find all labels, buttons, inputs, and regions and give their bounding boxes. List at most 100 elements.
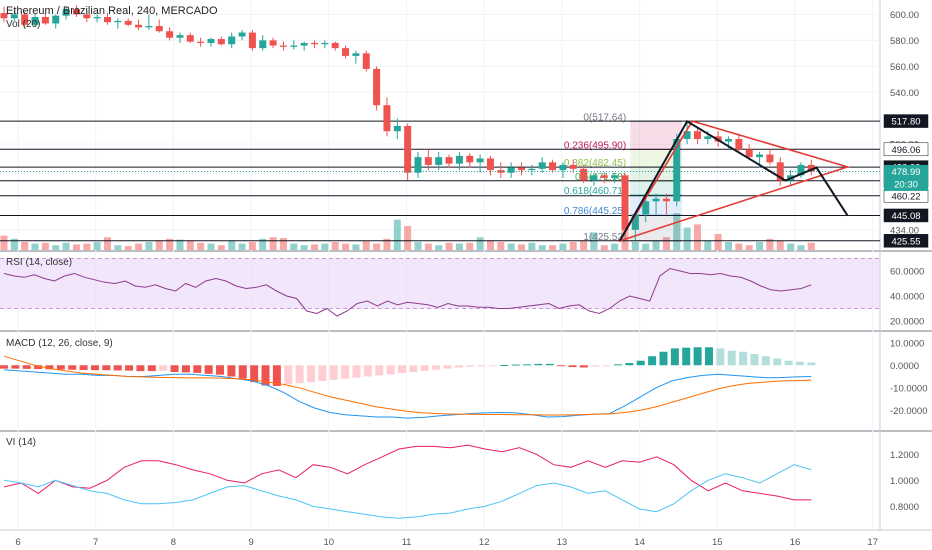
macd-tick-label: 0.0000 bbox=[890, 361, 919, 372]
macd-histogram-bar bbox=[761, 356, 770, 366]
macd-histogram-bar bbox=[739, 351, 748, 366]
candle-body bbox=[197, 41, 205, 43]
macd-histogram-bar bbox=[307, 365, 316, 383]
macd-histogram-bar bbox=[216, 365, 225, 375]
candle-body bbox=[673, 138, 681, 202]
macd-histogram-bar bbox=[727, 350, 736, 366]
volume-bar bbox=[518, 244, 525, 250]
macd-histogram-bar bbox=[261, 365, 270, 386]
macd-histogram-bar bbox=[147, 365, 156, 372]
vi-minus-line bbox=[3, 464, 812, 519]
candle-body bbox=[135, 24, 143, 28]
volume-bar bbox=[10, 238, 18, 250]
macd-histogram-bar bbox=[125, 365, 134, 371]
volume-bar bbox=[155, 240, 163, 250]
macd-histogram-bar bbox=[329, 365, 338, 380]
y-tick-label: 580.00 bbox=[890, 36, 919, 47]
candle-body bbox=[279, 45, 287, 47]
volume-bar bbox=[342, 243, 350, 250]
rsi-tick-label: 20.0000 bbox=[890, 317, 924, 328]
volume-bar bbox=[321, 243, 329, 250]
macd-histogram-bar bbox=[272, 365, 281, 386]
macd-histogram-bar bbox=[22, 365, 31, 369]
macd-histogram-bar bbox=[34, 365, 43, 370]
volume-bar bbox=[21, 242, 29, 250]
macd-histogram-bar bbox=[704, 347, 713, 366]
candle-body bbox=[404, 126, 412, 173]
volume-bar bbox=[197, 242, 205, 250]
volume-bar bbox=[486, 240, 494, 250]
candle-body bbox=[124, 20, 132, 25]
vi-plus-line bbox=[3, 444, 812, 501]
candle-body bbox=[362, 53, 370, 69]
candle-body bbox=[352, 53, 360, 56]
candle-body bbox=[621, 175, 629, 230]
volume-bar bbox=[31, 243, 39, 250]
candle-body bbox=[228, 36, 236, 45]
candle-body bbox=[766, 154, 774, 163]
level-badge bbox=[883, 142, 929, 157]
candle-body bbox=[725, 138, 732, 142]
candle-body bbox=[631, 214, 639, 230]
volume-bar bbox=[600, 245, 608, 250]
volume-bar bbox=[559, 243, 567, 250]
macd-histogram-bar bbox=[318, 365, 327, 381]
macd-histogram-bar bbox=[614, 364, 623, 366]
y-tick-label: 600.00 bbox=[890, 10, 919, 21]
vi-tick-label: 1.2000 bbox=[890, 450, 919, 461]
volume-bar bbox=[217, 245, 225, 250]
candle-body bbox=[0, 13, 8, 19]
volume-bar bbox=[538, 245, 546, 250]
macd-histogram-bar bbox=[466, 365, 475, 367]
rsi-tick-label: 40.0000 bbox=[890, 292, 924, 303]
candle-body bbox=[518, 167, 525, 171]
candle-body bbox=[383, 105, 391, 132]
candle-body bbox=[21, 14, 29, 25]
candle-body bbox=[497, 170, 505, 173]
candle-body bbox=[455, 155, 463, 164]
candle-body bbox=[662, 198, 670, 202]
candle-body bbox=[62, 9, 70, 16]
candle-body bbox=[311, 42, 318, 45]
x-tick-label: 13 bbox=[557, 537, 568, 548]
macd-histogram-bar bbox=[716, 348, 725, 366]
volume-bar bbox=[135, 243, 143, 250]
fib-level-label: 0.5(471.58) bbox=[575, 172, 626, 183]
macd-histogram-bar bbox=[363, 365, 372, 377]
macd-histogram-bar bbox=[159, 365, 168, 371]
volume-bar bbox=[580, 240, 588, 250]
candle-body bbox=[745, 149, 753, 158]
x-tick-label: 17 bbox=[867, 537, 878, 548]
fib-level-label: 0.786(445.25) bbox=[564, 206, 626, 217]
macd-histogram-bar bbox=[341, 365, 350, 379]
macd-histogram-bar bbox=[90, 365, 99, 371]
candle-body bbox=[466, 155, 474, 163]
volume-bar bbox=[300, 245, 308, 250]
candle-body bbox=[590, 175, 598, 181]
volume-bar bbox=[41, 242, 49, 250]
y-tick-label: 560.00 bbox=[890, 62, 919, 73]
candle-body bbox=[269, 40, 277, 46]
volume-bar bbox=[466, 242, 474, 250]
volume-bar bbox=[207, 243, 215, 250]
macd-histogram-bar bbox=[693, 347, 702, 366]
volume-bar bbox=[766, 238, 774, 250]
level-badge-label: 496.06 bbox=[891, 145, 920, 156]
macd-histogram-bar bbox=[193, 365, 202, 373]
macd-histogram-bar bbox=[545, 363, 554, 366]
level-badge-label: 445.08 bbox=[891, 211, 920, 222]
fib-level-label: 0.382(482.45) bbox=[564, 158, 626, 169]
macd-histogram-bar bbox=[79, 365, 88, 370]
volume-bar bbox=[528, 242, 536, 250]
candle-body bbox=[486, 158, 494, 171]
macd-histogram-bar bbox=[420, 365, 429, 371]
macd-histogram-bar bbox=[568, 365, 577, 368]
macd-histogram-bar bbox=[682, 347, 691, 366]
candle-body bbox=[528, 168, 536, 171]
volume-bar bbox=[72, 244, 80, 250]
volume-bar bbox=[693, 224, 701, 250]
volume-bar bbox=[176, 239, 184, 250]
candle-body bbox=[373, 68, 381, 106]
level-badge bbox=[883, 114, 929, 128]
